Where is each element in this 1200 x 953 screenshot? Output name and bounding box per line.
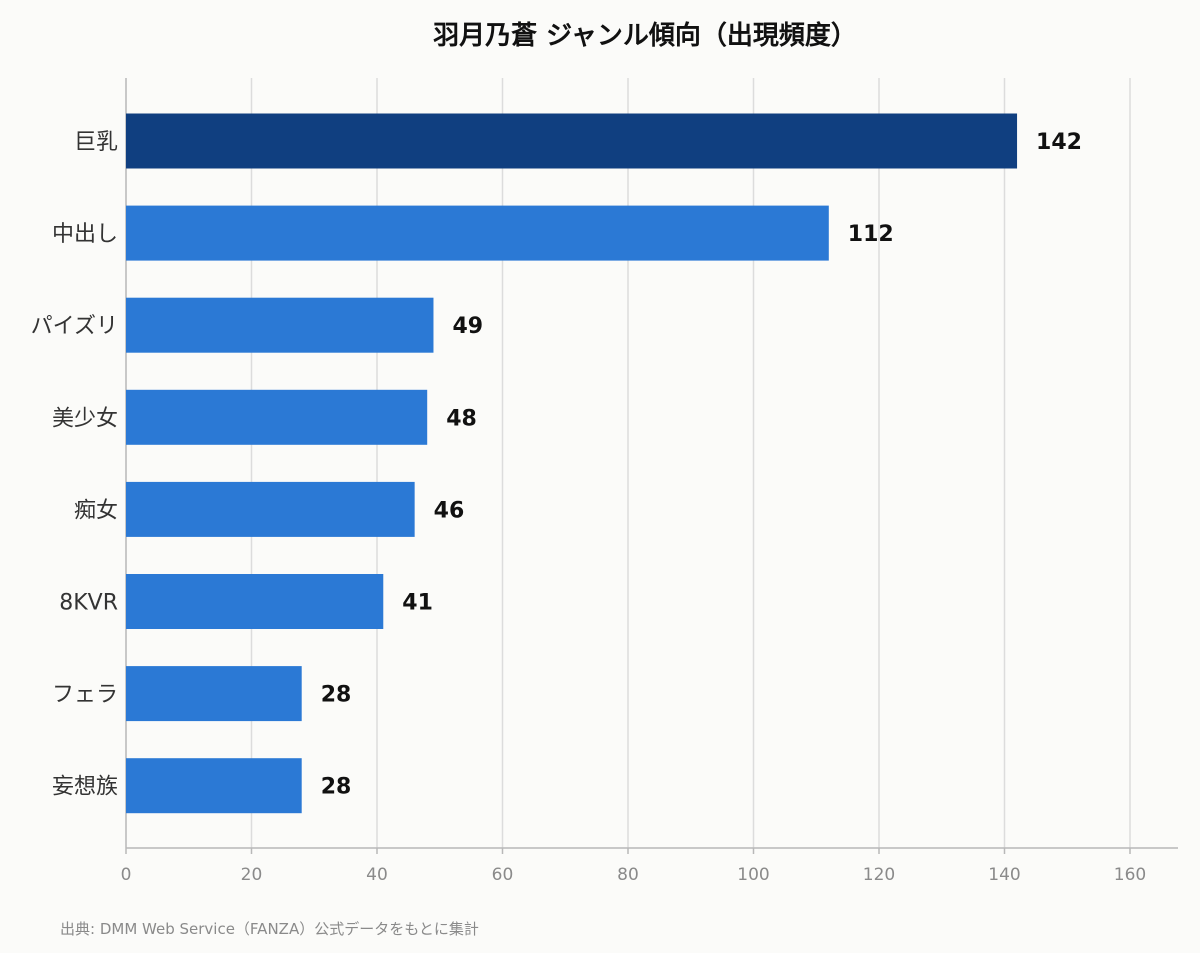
category-label-4: 痴女	[74, 498, 118, 523]
category-label-0: 巨乳	[74, 130, 118, 155]
grid	[125, 78, 1178, 849]
value-label-0: 142	[1036, 130, 1082, 155]
bar-4	[126, 481, 415, 537]
x-tick-label-160: 160	[1114, 865, 1146, 885]
x-tick-label-80: 80	[617, 865, 639, 885]
chart-title: 羽月乃蒼 ジャンル傾向（出現頻度）	[433, 20, 857, 51]
x-tick-label-60: 60	[492, 865, 514, 885]
value-label-1: 112	[848, 222, 894, 247]
value-labels: 142 112 49 48 46 41 28 28	[321, 130, 1082, 800]
category-label-5: 8KVR	[59, 591, 118, 616]
x-axis-ticks: 0 20 40 60 80 100 120 140 160	[121, 848, 1146, 885]
bar-0	[126, 113, 1018, 169]
value-label-3: 48	[446, 406, 477, 431]
source-note: 出典: DMM Web Service（FANZA）公式データをもとに集計	[60, 920, 479, 938]
bars	[126, 113, 1018, 814]
bar-5	[126, 574, 384, 629]
x-tick-label-40: 40	[366, 865, 388, 885]
category-label-2: パイズリ	[31, 314, 118, 339]
x-tick-label-0: 0	[121, 865, 132, 885]
x-tick-label-20: 20	[241, 865, 263, 885]
bar-7	[126, 758, 302, 814]
bar-2	[126, 297, 434, 353]
bar-3	[126, 389, 428, 445]
x-tick-label-100: 100	[737, 865, 769, 885]
x-tick-label-140: 140	[988, 865, 1020, 885]
category-label-7: 妄想族	[52, 775, 118, 800]
bar-6	[126, 666, 302, 722]
category-label-3: 美少女	[52, 406, 118, 431]
x-tick-label-120: 120	[863, 865, 895, 885]
category-label-1: 中出し	[52, 222, 118, 247]
value-label-2: 49	[452, 314, 483, 339]
bar-1	[126, 205, 829, 261]
value-label-5: 41	[402, 591, 433, 616]
value-label-6: 28	[321, 683, 352, 708]
category-label-6: フェラ	[52, 683, 118, 708]
value-label-7: 28	[321, 775, 352, 800]
value-label-4: 46	[434, 498, 465, 523]
